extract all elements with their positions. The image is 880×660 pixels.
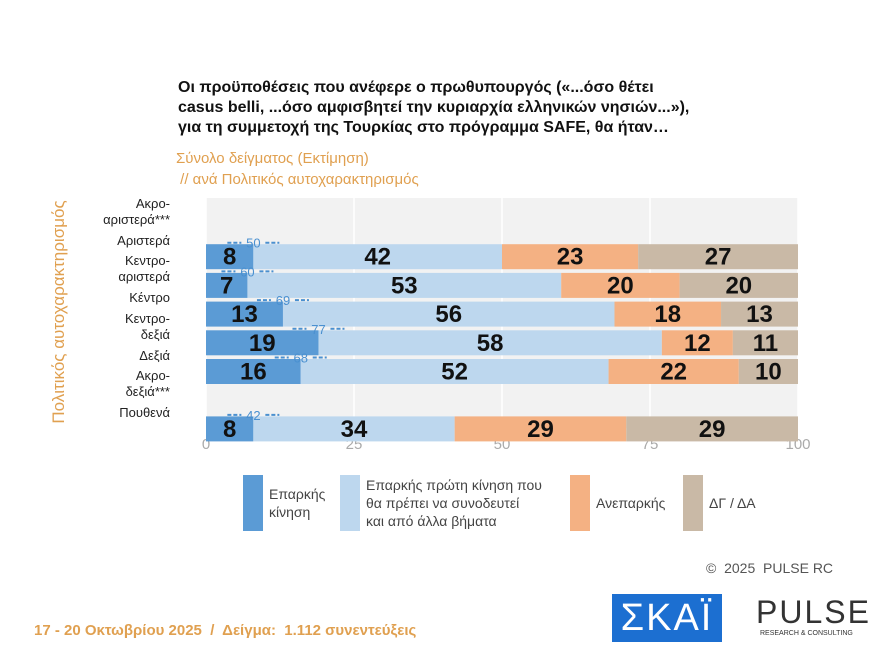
bar-segment	[638, 244, 798, 270]
bar-segment	[561, 272, 680, 298]
bar-segment	[253, 244, 502, 270]
bar-segment	[679, 272, 798, 298]
bar-segment	[454, 416, 627, 442]
value-label: 12	[684, 330, 711, 357]
value-label: 13	[231, 301, 258, 328]
bar-segment	[206, 244, 254, 270]
value-label: 11	[753, 330, 778, 357]
value-label: 13	[746, 301, 773, 328]
bar-segment	[206, 416, 254, 442]
legend-label: Επαρκής κίνηση	[269, 486, 326, 520]
bar-segment	[206, 301, 283, 327]
copyright: © 2025 PULSE RC	[706, 560, 834, 576]
value-label: 58	[477, 330, 504, 357]
legend-label: Ανεπαρκής	[596, 495, 666, 511]
bar-segment	[721, 301, 798, 327]
chart-title: Οι προϋποθέσεις που ανέφερε ο πρωθυπουργ…	[178, 79, 690, 136]
value-label: 10	[755, 359, 782, 386]
bar-segment	[502, 244, 639, 270]
value-label: 42	[364, 244, 391, 271]
bar-segment	[300, 359, 609, 384]
category-label: Δεξιά	[139, 347, 170, 363]
bar-segment	[253, 416, 455, 442]
value-label: 8	[223, 244, 236, 271]
legend-label: ΔΓ / ΔΑ	[709, 495, 756, 511]
value-label: 18	[654, 301, 681, 328]
source: 17 - 20 Οκτωβρίου 2025 / Δείγμα: 1.112 σ…	[34, 622, 417, 639]
bar-segment	[614, 301, 722, 327]
legend-swatch	[570, 475, 590, 531]
category-label: Κεντρο- αριστερά	[118, 253, 170, 285]
total-label: 69	[276, 293, 290, 308]
value-label: 34	[341, 416, 368, 443]
bar-segment	[206, 359, 301, 384]
total-label: 50	[246, 236, 260, 251]
category-label: Κεντρο- δεξιά	[124, 310, 170, 342]
bar-segment	[247, 272, 562, 298]
legend-swatch	[243, 475, 263, 531]
y-axis-label: Πολιτικός αυτοχαρακτηρισμός	[49, 200, 68, 423]
value-label: 23	[557, 244, 584, 271]
subtitle: // ανά Πολιτικός αυτοχαρακτηρισμός	[176, 171, 419, 188]
bar-segment	[732, 330, 798, 356]
logo-sub: RESEARCH & CONSULTING	[760, 630, 853, 637]
legend-swatch	[340, 475, 360, 531]
bar-segment	[206, 272, 248, 298]
value-label: 20	[725, 272, 752, 299]
logo: PULSE	[756, 594, 871, 630]
value-label: 20	[607, 272, 634, 299]
value-label: 7	[220, 272, 233, 299]
bar-segment	[661, 330, 733, 356]
x-tick-label: 0	[202, 436, 210, 453]
value-label: 19	[249, 330, 276, 357]
subtitle: Σύνολο δείγματος (Εκτίμηση)	[176, 150, 369, 167]
total-label: 68	[293, 351, 307, 366]
value-label: 16	[240, 359, 267, 386]
bar-segment	[318, 330, 662, 356]
bar-segment	[282, 301, 615, 327]
total-label: 42	[246, 408, 260, 423]
value-label: 53	[391, 272, 418, 299]
value-label: 29	[527, 416, 554, 443]
bar-segment	[608, 359, 739, 384]
bar-segment	[738, 359, 798, 384]
total-label: 60	[240, 264, 254, 279]
value-label: 52	[441, 359, 468, 386]
logo: ΣΚΑΪ	[612, 594, 722, 642]
total-label: 77	[311, 322, 325, 337]
value-label: 56	[435, 301, 462, 328]
value-label: 8	[223, 416, 236, 443]
legend-swatch	[683, 475, 703, 531]
value-label: 27	[705, 244, 732, 271]
category-label: Κέντρο	[129, 290, 170, 306]
bar-segment	[206, 330, 319, 356]
category-label: Ακρο- αριστερά***	[103, 196, 170, 227]
category-label: Πουθενά	[119, 404, 170, 420]
value-label: 29	[699, 416, 726, 443]
legend-label: Επαρκής πρώτη κίνηση που θα πρέπει να συ…	[366, 477, 542, 529]
bar-segment	[626, 416, 798, 442]
category-label: Αριστερά	[117, 232, 170, 248]
category-label: Ακρο- δεξιά***	[125, 368, 170, 400]
value-label: 22	[660, 359, 687, 386]
